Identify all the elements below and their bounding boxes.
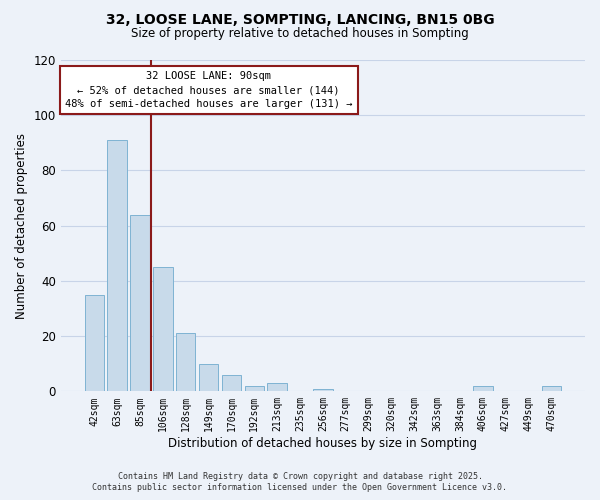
Bar xyxy=(153,267,173,392)
Text: Size of property relative to detached houses in Sompting: Size of property relative to detached ho… xyxy=(131,28,469,40)
Bar xyxy=(313,388,332,392)
Bar xyxy=(85,294,104,392)
Y-axis label: Number of detached properties: Number of detached properties xyxy=(15,132,28,318)
X-axis label: Distribution of detached houses by size in Sompting: Distribution of detached houses by size … xyxy=(169,437,478,450)
Bar xyxy=(268,383,287,392)
Bar xyxy=(107,140,127,392)
Text: 32 LOOSE LANE: 90sqm
← 52% of detached houses are smaller (144)
48% of semi-deta: 32 LOOSE LANE: 90sqm ← 52% of detached h… xyxy=(65,71,352,109)
Bar xyxy=(542,386,561,392)
Bar xyxy=(245,386,264,392)
Bar xyxy=(473,386,493,392)
Text: Contains HM Land Registry data © Crown copyright and database right 2025.
Contai: Contains HM Land Registry data © Crown c… xyxy=(92,472,508,492)
Text: 32, LOOSE LANE, SOMPTING, LANCING, BN15 0BG: 32, LOOSE LANE, SOMPTING, LANCING, BN15 … xyxy=(106,12,494,26)
Bar xyxy=(199,364,218,392)
Bar xyxy=(130,214,150,392)
Bar xyxy=(176,334,196,392)
Bar xyxy=(222,375,241,392)
